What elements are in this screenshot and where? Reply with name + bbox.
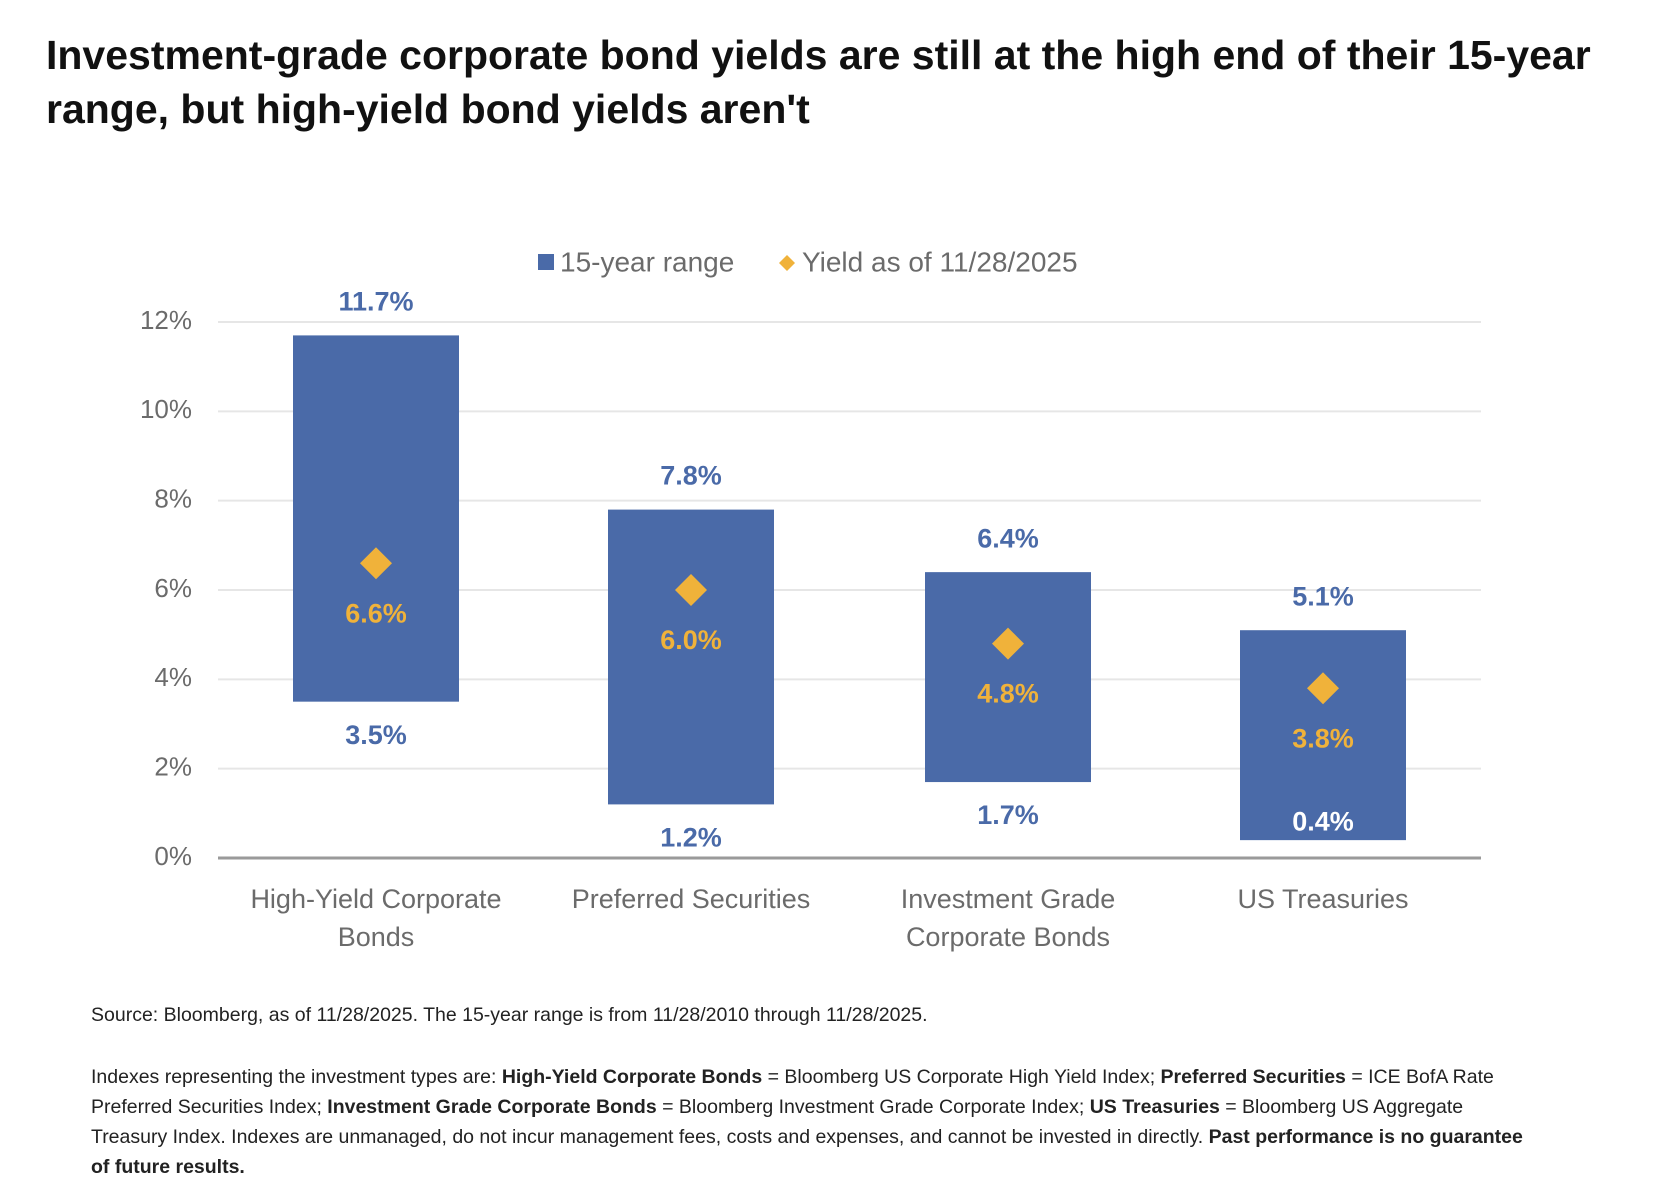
y-tick-label: 8% (154, 484, 192, 514)
high-label: 11.7% (338, 287, 413, 317)
range-bar (925, 572, 1091, 783)
legend-swatch (538, 254, 554, 270)
chart-title: Investment-grade corporate bond yields a… (46, 32, 1591, 132)
legend: 15-year range Yield as of 11/28/2025 (538, 246, 1078, 277)
low-label: 1.7% (977, 800, 1039, 830)
x-tick-label: US Treasuries (1237, 884, 1409, 914)
note-text: Indexes representing the investment type… (91, 1066, 502, 1088)
yield-marker (992, 627, 1024, 660)
yield-label: 4.8% (977, 679, 1039, 709)
note-text: High-Yield Corporate Bonds (501, 1066, 763, 1088)
low-label: 0.4% (1292, 806, 1354, 836)
source-note: Source: Bloomberg, as of 11/28/2025. The… (91, 1004, 928, 1026)
range-bar (293, 335, 459, 702)
note-text: = Bloomberg US Corporate High Yield Inde… (762, 1066, 1161, 1088)
index-note: Indexes representing the investment type… (91, 1062, 1531, 1182)
range-bar (1240, 630, 1406, 841)
note-text: = ICE BofA Rate Preferred Securities Ind… (91, 1066, 1494, 1118)
legend-label: 15-year range (560, 246, 734, 277)
y-tick-label: 4% (154, 662, 192, 692)
low-label: 1.2% (660, 823, 722, 853)
note-text: = Bloomberg US Aggregate Treasury Index.… (91, 1096, 1464, 1148)
y-tick-label: 0% (154, 841, 192, 871)
y-tick-label: 2% (154, 752, 192, 782)
note-text: US Treasuries (1089, 1096, 1220, 1118)
yield-label: 3.8% (1292, 723, 1354, 753)
yield-marker (360, 547, 392, 580)
yield-label: 6.6% (345, 598, 407, 628)
note-text: = Bloomberg Investment Grade Corporate I… (656, 1096, 1090, 1118)
note-text: Investment Grade Corporate Bonds (327, 1096, 657, 1118)
yield-marker (1307, 672, 1339, 705)
chart: 0% 2% 4% 6% 8% 10% 12% 15-year range Yield as of… (140, 246, 1481, 871)
y-tick-label: 6% (154, 573, 192, 603)
high-label: 5.1% (1292, 581, 1354, 611)
low-label: 3.5% (345, 720, 407, 750)
range-bar (608, 509, 774, 805)
x-tick-label: Preferred Securities (571, 884, 811, 914)
y-tick-label: 10% (140, 394, 192, 424)
y-tick-label: 12% (140, 305, 192, 335)
yield-marker (675, 574, 707, 606)
note-text: Preferred Securities (1160, 1066, 1346, 1088)
x-tick-label: Investment Grade Corporate Bonds (900, 884, 1116, 952)
note-text: Past performance is no guarantee of futu… (91, 1126, 1523, 1178)
yield-label: 6.0% (660, 625, 722, 655)
high-label: 7.8% (660, 461, 722, 491)
legend-label: Yield as of 11/28/2025 (802, 246, 1078, 277)
high-label: 6.4% (977, 523, 1039, 553)
legend-swatch (779, 255, 795, 271)
x-tick-label: High-Yield Corporate Bonds (250, 884, 502, 952)
